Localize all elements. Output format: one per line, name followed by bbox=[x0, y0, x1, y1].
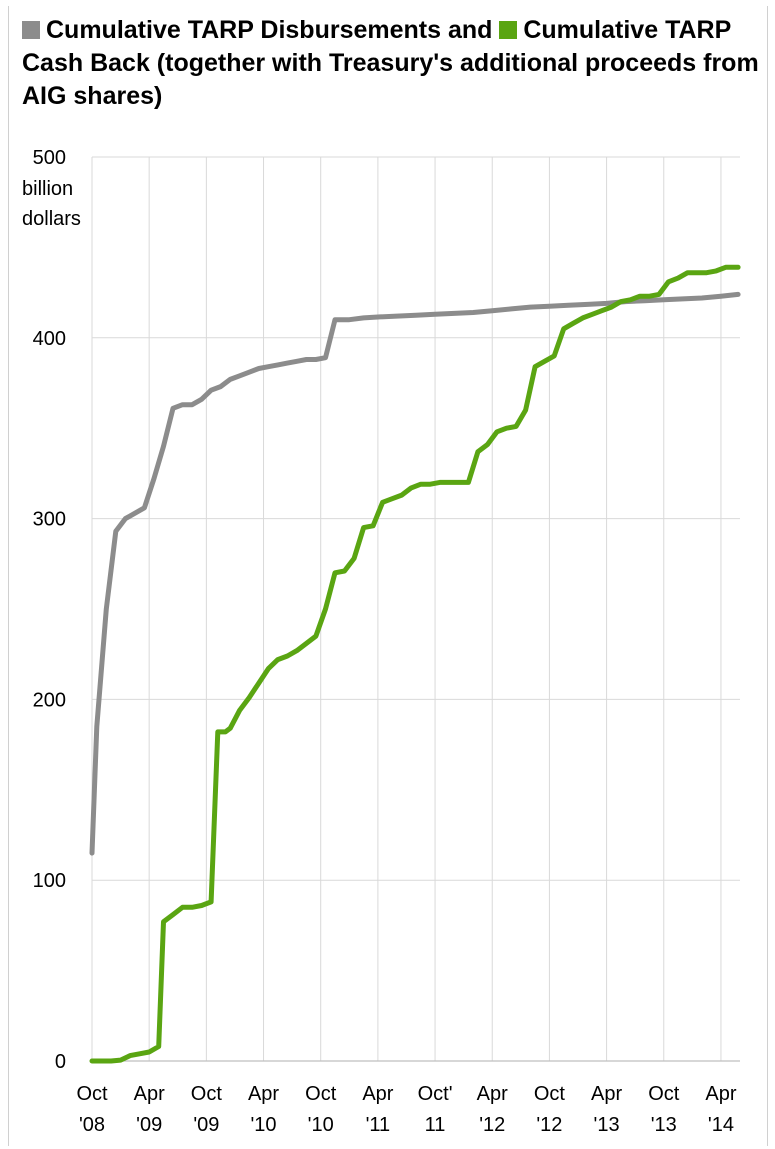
chart-frame bbox=[8, 6, 768, 1146]
x-tick-label: Apr bbox=[134, 1083, 165, 1105]
legend-label-cashback: Cumulative bbox=[523, 16, 659, 44]
y-axis-unit-label: dollars bbox=[22, 208, 81, 230]
y-tick-label: 200 bbox=[33, 689, 66, 711]
x-tick-label: '13 bbox=[651, 1114, 677, 1136]
y-axis-unit-label: billion bbox=[22, 178, 73, 200]
legend-label-disbursements: Cumulative TARP Disbursements and bbox=[46, 16, 493, 44]
x-tick-label: Apr bbox=[362, 1083, 393, 1105]
x-tick-label: '14 bbox=[708, 1114, 734, 1136]
x-tick-label: '12 bbox=[536, 1114, 562, 1136]
x-tick-label: '08 bbox=[79, 1114, 105, 1136]
x-tick-label: '13 bbox=[594, 1114, 620, 1136]
x-tick-label: Oct bbox=[191, 1083, 223, 1105]
y-tick-label: 0 bbox=[55, 1051, 66, 1073]
y-tick-label: 300 bbox=[33, 509, 66, 531]
chart-title: Cumulative TARP Disbursements and Cumula… bbox=[22, 14, 772, 113]
x-tick-label: 11 bbox=[425, 1114, 446, 1136]
x-tick-label: '09 bbox=[136, 1114, 162, 1136]
x-tick-label: '10 bbox=[308, 1114, 334, 1136]
x-tick-label: Apr bbox=[591, 1083, 622, 1105]
x-tick-label: Oct bbox=[648, 1083, 680, 1105]
x-tick-label: '10 bbox=[250, 1114, 276, 1136]
x-tick-label: Oct bbox=[305, 1083, 337, 1105]
series-line-disbursements bbox=[89, 291, 741, 856]
series-line-cashback bbox=[89, 264, 741, 1064]
x-tick-label: Apr bbox=[705, 1083, 736, 1105]
x-tick-label: Apr bbox=[248, 1083, 279, 1105]
x-tick-label: Oct bbox=[76, 1083, 108, 1105]
y-tick-label: 500 bbox=[33, 147, 66, 169]
y-tick-label: 400 bbox=[33, 328, 66, 350]
x-tick-label: '12 bbox=[479, 1114, 505, 1136]
x-tick-label: Oct bbox=[534, 1083, 566, 1105]
title-rest: TARP Cash Back (together with Treasury's… bbox=[22, 16, 759, 110]
x-tick-label: '09 bbox=[193, 1114, 219, 1136]
x-tick-label: '11 bbox=[366, 1114, 391, 1136]
x-tick-label: Apr bbox=[477, 1083, 508, 1105]
legend-swatch-disbursements bbox=[22, 21, 40, 39]
x-tick-label: Oct' bbox=[418, 1083, 453, 1105]
y-tick-label: 100 bbox=[33, 870, 66, 892]
legend-swatch-cashback bbox=[499, 21, 518, 39]
